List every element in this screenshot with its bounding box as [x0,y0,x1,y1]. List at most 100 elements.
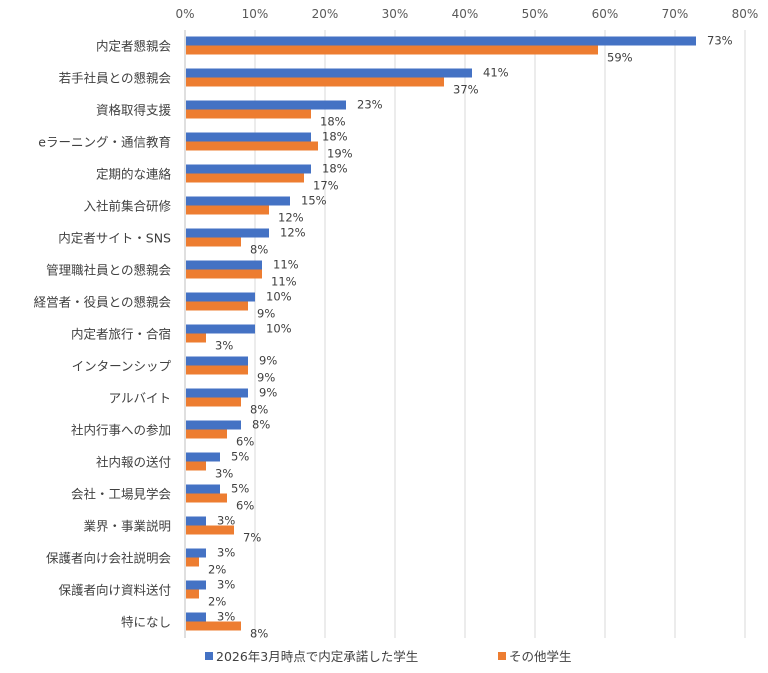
bar-series-2 [186,365,248,375]
bar-series-1 [186,260,262,270]
bar-series-1 [186,100,346,110]
data-label-series-1: 5% [231,482,249,496]
x-tick-label: 20% [312,7,339,21]
data-label-series-2: 6% [236,499,254,513]
bar-series-2 [186,173,304,183]
bar-series-2 [186,109,311,119]
bar-series-2 [186,301,248,311]
gridlines [184,30,746,638]
x-tick-label: 60% [592,7,619,21]
data-label-series-1: 3% [217,578,235,592]
category-label: 社内行事への参加 [71,423,171,438]
category-label: 内定者懇親会 [96,39,172,54]
category-label: 内定者旅行・合宿 [71,327,171,342]
data-label-series-1: 18% [322,162,348,176]
bar-series-1 [186,388,248,398]
x-axis-ticks: 0% 10% 20% 30% 40% 50% 60% 70% 80% [175,7,758,21]
bar-series-2 [186,45,598,55]
bar-series-1 [186,484,220,494]
bar-series-2 [186,237,241,247]
bar-series-2 [186,205,269,215]
category-label: 管理職社員との懇親会 [46,263,171,278]
legend-label-series-2: その他学生 [509,649,572,664]
data-label-series-1: 15% [301,194,327,208]
bar-series-2 [186,333,206,343]
data-label-series-2: 6% [236,435,254,449]
x-tick-label: 50% [522,7,549,21]
data-label-series-1: 18% [322,130,348,144]
legend-swatch-series-2 [498,652,506,660]
bar-series-1 [186,356,248,366]
data-label-series-1: 10% [266,322,292,336]
bar-series-1 [186,228,269,238]
data-labels: 73%59%41%37%23%18%18%19%18%17%15%12%12%8… [208,34,733,641]
bar-series-1 [186,452,220,462]
category-label: 保護者向け資料送付 [58,583,171,598]
category-label: 資格取得支援 [96,103,172,118]
data-label-series-1: 3% [217,546,235,560]
category-label: インターンシップ [72,359,172,374]
category-label: 社内報の送付 [96,455,171,470]
data-label-series-2: 17% [313,179,339,193]
x-tick-label: 70% [662,7,689,21]
data-label-series-1: 23% [357,98,383,112]
data-label-series-1: 12% [280,226,306,240]
x-tick-label: 10% [242,7,269,21]
bar-series-2 [186,77,444,87]
bar-series-1 [186,132,311,142]
category-label: 定期的な連絡 [96,167,172,182]
legend-label-series-1: 2026年3月時点で内定承諾した学生 [216,649,418,664]
bar-series-2 [186,141,318,151]
bar-series-1 [186,580,206,590]
data-label-series-1: 9% [259,386,277,400]
category-label: eラーニング・通信教育 [38,135,171,150]
bar-series-1 [186,292,255,302]
category-label: 入社前集合研修 [83,199,171,214]
x-tick-label: 0% [175,7,194,21]
x-tick-label: 80% [732,7,759,21]
x-tick-label: 40% [452,7,479,21]
category-label: 業界・事業説明 [83,519,171,534]
category-label: 若手社員との懇親会 [59,71,172,86]
data-label-series-1: 11% [273,258,299,272]
bars [186,36,696,631]
bar-series-2 [186,525,234,535]
bar-series-2 [186,429,227,439]
data-label-series-1: 8% [252,418,270,432]
data-label-series-2: 9% [257,371,275,385]
bar-series-2 [186,557,199,567]
bar-series-2 [186,493,227,503]
data-label-series-2: 8% [250,403,268,417]
data-label-series-2: 8% [250,243,268,257]
bar-series-1 [186,516,206,526]
category-label: アルバイト [109,391,171,406]
x-tick-label: 30% [382,7,409,21]
data-label-series-1: 3% [217,514,235,528]
bar-series-2 [186,269,262,279]
bar-series-1 [186,548,206,558]
data-label-series-2: 7% [243,531,261,545]
data-label-series-1: 9% [259,354,277,368]
data-label-series-2: 37% [453,83,479,97]
category-label: 経営者・役員との懇親会 [34,295,172,310]
bar-series-1 [186,612,206,622]
data-label-series-2: 2% [208,595,226,609]
data-label-series-2: 2% [208,563,226,577]
data-label-series-1: 41% [483,66,509,80]
bar-series-1 [186,324,255,334]
bar-series-2 [186,621,241,631]
category-label: 会社・工場見学会 [71,487,172,502]
data-label-series-2: 3% [215,467,233,481]
bar-series-1 [186,68,472,78]
data-label-series-2: 12% [278,211,304,225]
bar-series-1 [186,196,290,206]
category-label: 内定者サイト・SNS [58,231,171,246]
data-label-series-2: 8% [250,627,268,641]
data-label-series-2: 3% [215,339,233,353]
bar-series-2 [186,589,199,599]
bar-series-1 [186,164,311,174]
category-label: 保護者向け会社説明会 [46,551,172,566]
bar-series-2 [186,397,241,407]
